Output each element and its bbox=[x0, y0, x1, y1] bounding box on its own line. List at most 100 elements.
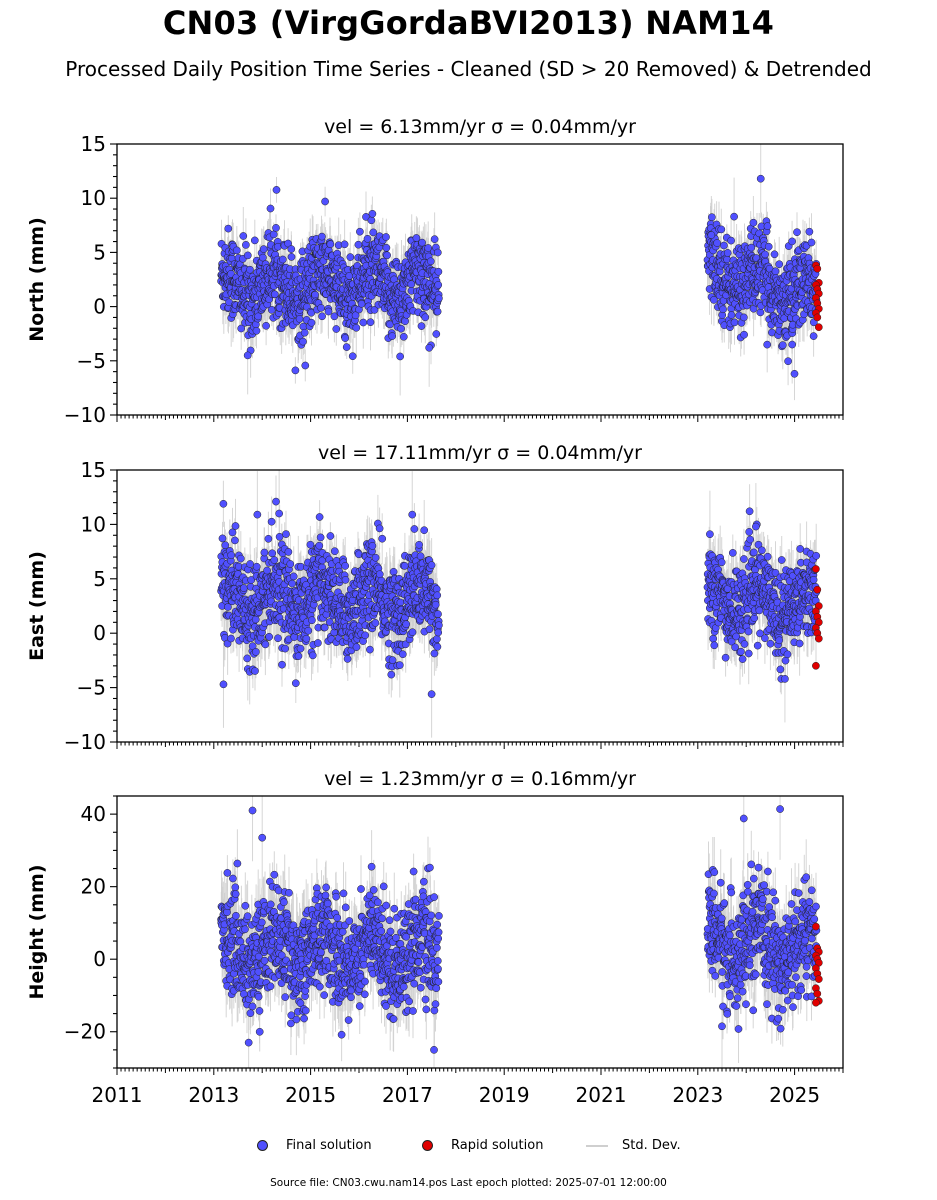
final-solution-series bbox=[217, 497, 821, 698]
final-point bbox=[707, 231, 716, 239]
final-point bbox=[432, 330, 441, 338]
y-tick-label: 5 bbox=[93, 240, 106, 264]
final-point bbox=[266, 204, 275, 213]
rapid-solution-series bbox=[812, 261, 823, 332]
final-point bbox=[809, 332, 818, 340]
final-point bbox=[793, 228, 801, 237]
final-point bbox=[295, 315, 304, 323]
final-point bbox=[301, 361, 310, 370]
final-point bbox=[259, 253, 267, 262]
final-point bbox=[262, 321, 270, 330]
final-point bbox=[788, 237, 796, 246]
final-point bbox=[433, 248, 442, 257]
final-point bbox=[239, 584, 248, 592]
final-point bbox=[340, 240, 349, 249]
final-point bbox=[430, 235, 439, 244]
final-point bbox=[363, 234, 372, 243]
final-point bbox=[740, 330, 748, 339]
y-tick-label: −10 bbox=[64, 403, 106, 427]
final-point bbox=[730, 318, 739, 327]
final-point bbox=[227, 634, 235, 643]
final-point bbox=[218, 534, 227, 543]
final-point bbox=[317, 304, 325, 312]
final-point bbox=[424, 244, 433, 252]
final-point bbox=[717, 225, 726, 234]
final-point bbox=[756, 308, 765, 317]
final-point bbox=[243, 251, 252, 260]
final-point bbox=[418, 238, 426, 247]
final-point bbox=[756, 174, 765, 183]
final-point bbox=[224, 603, 232, 611]
final-point bbox=[417, 322, 426, 330]
final-point bbox=[366, 318, 375, 327]
final-point bbox=[727, 311, 736, 319]
final-point bbox=[224, 224, 233, 233]
final-point bbox=[326, 240, 335, 249]
rapid-point bbox=[813, 313, 822, 322]
x-axis bbox=[116, 415, 844, 422]
final-point bbox=[367, 216, 376, 225]
final-point bbox=[300, 328, 309, 337]
final-point bbox=[342, 343, 351, 351]
final-point bbox=[435, 294, 443, 303]
final-point bbox=[426, 257, 435, 266]
final-point bbox=[231, 522, 240, 530]
final-point bbox=[242, 241, 250, 249]
final-point bbox=[383, 251, 391, 260]
y-axis-label: North (mm) bbox=[26, 217, 48, 342]
final-point bbox=[236, 554, 245, 563]
final-point bbox=[318, 312, 326, 321]
final-point bbox=[397, 324, 405, 333]
final-point bbox=[399, 332, 408, 341]
final-point bbox=[771, 267, 780, 276]
final-point bbox=[219, 499, 228, 508]
final-point bbox=[237, 324, 246, 333]
final-point bbox=[346, 253, 355, 261]
final-point bbox=[788, 340, 797, 349]
final-point bbox=[764, 242, 773, 251]
final-point bbox=[763, 340, 772, 349]
final-point bbox=[723, 255, 731, 264]
final-point bbox=[227, 551, 236, 560]
panel-title: vel = 6.13mm/yr σ = 0.04mm/yr bbox=[324, 116, 636, 138]
final-point bbox=[370, 306, 379, 314]
final-point bbox=[396, 352, 404, 361]
final-point bbox=[723, 249, 732, 257]
y-tick-label: 0 bbox=[93, 295, 106, 319]
final-point bbox=[324, 307, 333, 316]
final-point bbox=[369, 228, 378, 237]
final-point bbox=[299, 337, 307, 346]
final-point bbox=[784, 357, 792, 366]
final-point bbox=[359, 318, 368, 327]
y-axis: −10 −5 0 5 10 15 bbox=[64, 132, 117, 427]
final-point bbox=[348, 352, 357, 361]
final-point bbox=[401, 317, 409, 326]
final-point bbox=[270, 290, 279, 299]
final-point bbox=[807, 238, 816, 247]
final-point bbox=[357, 299, 366, 308]
final-point bbox=[351, 311, 360, 320]
y-tick-label: 10 bbox=[81, 186, 106, 210]
final-point bbox=[250, 236, 259, 245]
final-point bbox=[232, 246, 241, 255]
rapid-point bbox=[814, 323, 823, 332]
final-point bbox=[778, 341, 787, 349]
final-point bbox=[720, 241, 728, 250]
final-point bbox=[719, 305, 727, 314]
final-point bbox=[287, 253, 296, 261]
final-point bbox=[269, 230, 278, 239]
final-point bbox=[239, 232, 248, 240]
rapid-point bbox=[813, 264, 822, 273]
final-point bbox=[434, 281, 443, 289]
final-point bbox=[318, 232, 326, 241]
final-point bbox=[425, 343, 434, 352]
final-point bbox=[307, 318, 316, 327]
final-point bbox=[790, 369, 799, 378]
y-tick-label: 15 bbox=[81, 132, 106, 156]
final-point bbox=[356, 227, 364, 236]
final-point bbox=[267, 306, 276, 314]
final-point bbox=[221, 541, 230, 550]
final-point bbox=[246, 265, 254, 274]
final-point bbox=[388, 332, 397, 340]
